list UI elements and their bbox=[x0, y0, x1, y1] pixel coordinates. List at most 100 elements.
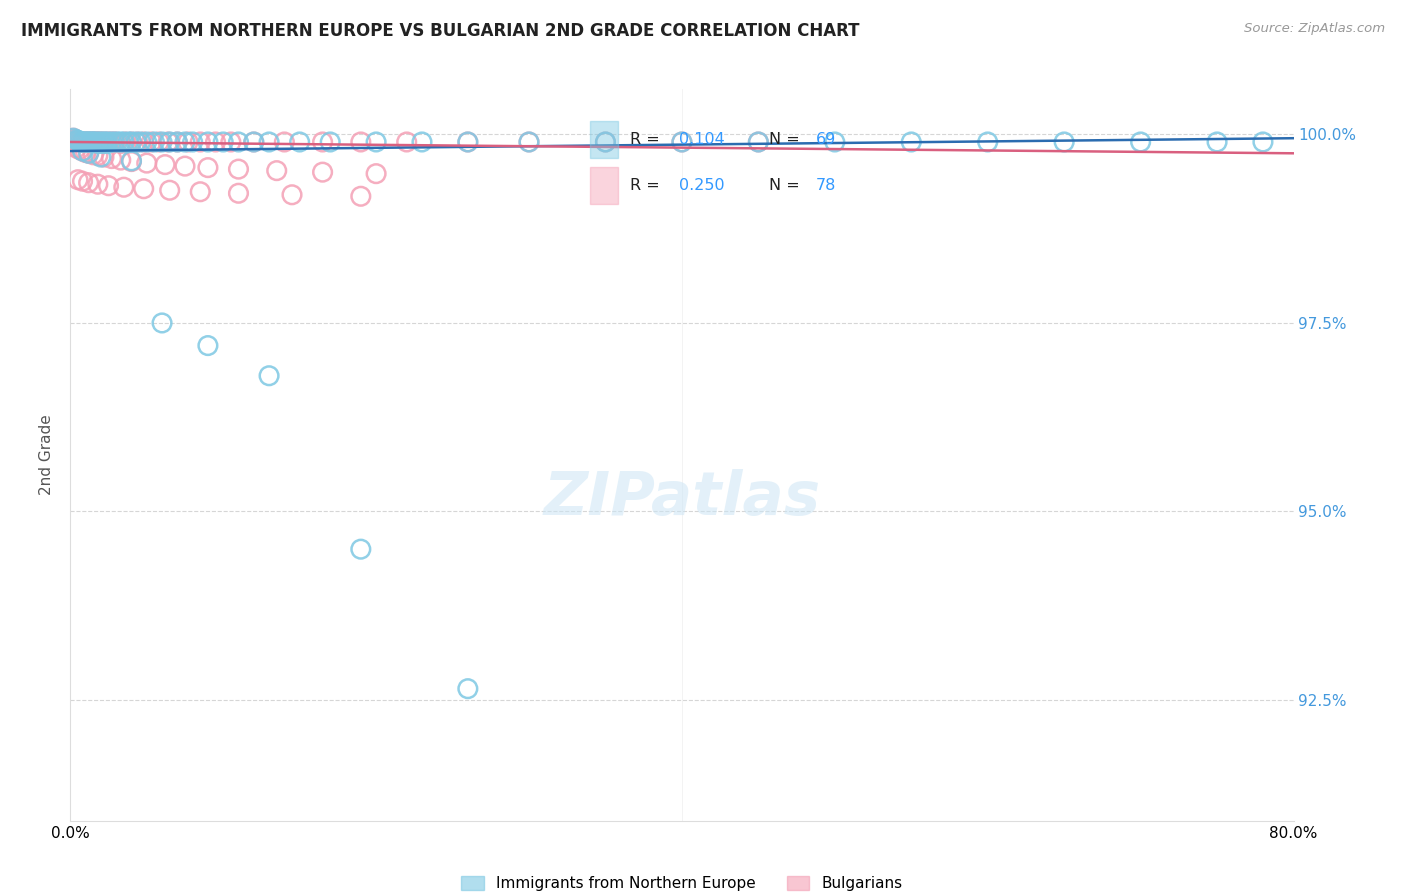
Point bbox=[671, 135, 693, 149]
Point bbox=[93, 135, 115, 149]
Point bbox=[87, 148, 110, 162]
Point bbox=[457, 135, 479, 149]
Point bbox=[350, 135, 373, 149]
Point bbox=[75, 135, 97, 149]
Point bbox=[107, 135, 129, 149]
Point bbox=[72, 144, 94, 158]
Point bbox=[110, 135, 132, 149]
Point bbox=[63, 133, 86, 147]
Point bbox=[243, 135, 266, 149]
Point bbox=[76, 135, 98, 149]
Point bbox=[100, 152, 122, 166]
Point bbox=[65, 141, 87, 155]
Point bbox=[281, 187, 304, 202]
Point bbox=[129, 135, 152, 149]
Point bbox=[93, 150, 115, 164]
Point bbox=[197, 161, 219, 175]
Point bbox=[62, 131, 84, 145]
Point bbox=[80, 135, 103, 149]
Point bbox=[125, 135, 148, 149]
Point bbox=[97, 178, 120, 193]
Text: R =: R = bbox=[630, 132, 665, 146]
Point bbox=[96, 135, 118, 149]
Point bbox=[69, 134, 91, 148]
Point bbox=[93, 135, 115, 149]
Point bbox=[89, 135, 111, 149]
Point bbox=[91, 136, 114, 151]
Point bbox=[84, 135, 107, 149]
Point bbox=[166, 135, 188, 149]
Point bbox=[212, 135, 235, 149]
Point bbox=[110, 153, 132, 167]
Point bbox=[595, 135, 617, 149]
Point bbox=[228, 162, 250, 177]
Point bbox=[174, 135, 197, 149]
Point bbox=[104, 135, 127, 149]
Text: 69: 69 bbox=[815, 132, 835, 146]
Point bbox=[153, 158, 176, 172]
Text: 0.250: 0.250 bbox=[679, 178, 725, 193]
Point bbox=[181, 135, 204, 149]
Point bbox=[121, 135, 143, 149]
Point bbox=[900, 135, 922, 149]
Point bbox=[132, 135, 155, 149]
Point bbox=[87, 136, 110, 151]
Point bbox=[70, 135, 93, 149]
Point bbox=[143, 135, 166, 149]
Point bbox=[366, 135, 388, 149]
Point bbox=[197, 135, 219, 149]
Point bbox=[228, 186, 250, 201]
Point bbox=[747, 135, 769, 149]
Point bbox=[288, 135, 311, 149]
Point bbox=[141, 135, 163, 149]
Point bbox=[72, 174, 94, 188]
Point bbox=[105, 135, 128, 149]
Point bbox=[824, 135, 846, 149]
Point bbox=[79, 135, 101, 149]
Point bbox=[132, 182, 155, 196]
Point bbox=[121, 154, 143, 169]
Point bbox=[177, 135, 200, 149]
Point bbox=[66, 133, 89, 147]
Point bbox=[84, 135, 107, 149]
Point bbox=[595, 135, 617, 149]
Point bbox=[77, 146, 100, 161]
Point bbox=[80, 135, 103, 149]
Point bbox=[204, 135, 226, 149]
Point bbox=[77, 135, 100, 149]
Point bbox=[135, 135, 157, 149]
Point bbox=[319, 135, 342, 149]
Point bbox=[72, 135, 94, 149]
Point bbox=[311, 165, 333, 179]
Point bbox=[65, 133, 87, 147]
Point bbox=[82, 135, 104, 149]
Point bbox=[98, 135, 121, 149]
Text: Source: ZipAtlas.com: Source: ZipAtlas.com bbox=[1244, 22, 1385, 36]
Point bbox=[1251, 135, 1274, 149]
Point bbox=[395, 135, 418, 149]
Point bbox=[66, 134, 89, 148]
Point bbox=[96, 136, 118, 151]
Text: ZIPatlas: ZIPatlas bbox=[543, 469, 821, 528]
Point bbox=[977, 135, 1000, 149]
Point bbox=[90, 135, 112, 149]
Point bbox=[148, 135, 170, 149]
Point bbox=[89, 135, 111, 149]
Point bbox=[100, 135, 122, 149]
Point bbox=[188, 135, 211, 149]
Point bbox=[79, 135, 101, 149]
Point bbox=[121, 153, 143, 168]
Point bbox=[457, 135, 479, 149]
Point bbox=[94, 135, 117, 149]
Point bbox=[73, 135, 96, 149]
Point bbox=[82, 135, 104, 149]
Point bbox=[243, 135, 266, 149]
Point bbox=[62, 131, 84, 145]
Point bbox=[150, 135, 173, 149]
Point bbox=[188, 185, 211, 199]
Point bbox=[671, 135, 693, 149]
Text: N =: N = bbox=[769, 132, 806, 146]
Point bbox=[73, 135, 96, 149]
Legend: Immigrants from Northern Europe, Bulgarians: Immigrants from Northern Europe, Bulgari… bbox=[456, 870, 908, 892]
Point bbox=[90, 150, 112, 164]
